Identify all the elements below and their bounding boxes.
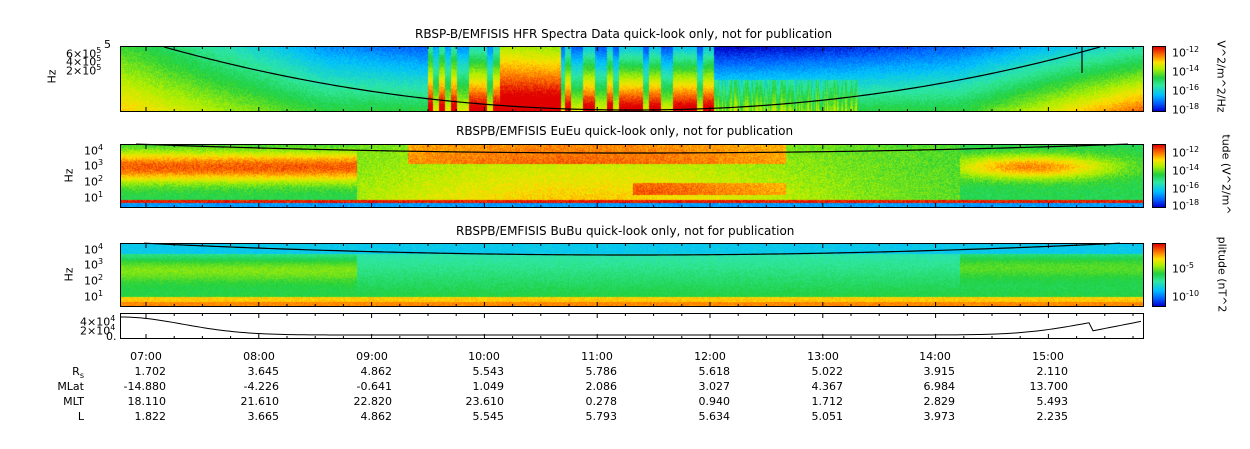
time-tick-label: 09:00	[356, 350, 388, 363]
hfr-cb-tick-1: 10-14	[1172, 64, 1200, 79]
hfr-cb-tick-3: 10-18	[1172, 102, 1200, 117]
bubu-y-tick-1e4: 104	[84, 242, 104, 257]
ephemeris-row-label: MLat	[57, 380, 84, 393]
ephemeris-value: 18.110	[127, 395, 167, 408]
eueu-y-tick-1e2: 102	[84, 174, 104, 189]
time-tick-label: 14:00	[919, 350, 951, 363]
ephemeris-value: 13.700	[1029, 380, 1069, 393]
eueu-y-tick-1e3: 103	[84, 158, 104, 173]
ephemeris-value: 0.278	[585, 395, 618, 408]
eueu-colorbar-label: tude (V^2/m^	[1219, 134, 1233, 215]
ephemeris-row-label: Rs	[72, 365, 84, 381]
eueu-y-tick-1e1: 101	[84, 190, 104, 205]
ephemeris-value: 1.049	[472, 380, 505, 393]
ephemeris-value: 1.702	[134, 365, 167, 378]
eueu-spectrogram-canvas	[121, 145, 1143, 207]
ephemeris-value: -4.226	[243, 380, 279, 393]
time-tick-label: 15:00	[1032, 350, 1064, 363]
line-y-tick-4e4: 4×104	[80, 314, 116, 329]
eueu-y-axis-label: Hz	[62, 168, 76, 183]
ephemeris-value: 5.493	[1036, 395, 1069, 408]
ephemeris-value: 3.645	[247, 365, 280, 378]
ephemeris-value: 3.973	[923, 410, 956, 423]
ephemeris-value: 5.786	[585, 365, 618, 378]
time-tick-label: 07:00	[130, 350, 162, 363]
ephemeris-value: 2.110	[1036, 365, 1069, 378]
eueu-cb-tick-2: 10-16	[1172, 181, 1200, 196]
ephemeris-value: 0.940	[698, 395, 731, 408]
ephemeris-value: 4.367	[811, 380, 844, 393]
ephemeris-value: 5.051	[811, 410, 844, 423]
ephemeris-value: 5.543	[472, 365, 505, 378]
ephemeris-value: 1.712	[811, 395, 844, 408]
ephemeris-value: 5.022	[811, 365, 844, 378]
bubu-cb-tick-1: 10-10	[1172, 289, 1200, 304]
bubu-y-tick-1e2: 102	[84, 273, 104, 288]
bubu-spectrogram-canvas	[121, 244, 1143, 306]
ephemeris-value: 4.862	[360, 410, 393, 423]
ephemeris-value: 5.618	[698, 365, 731, 378]
time-tick-label: 11:00	[581, 350, 613, 363]
ephemeris-value: 1.822	[134, 410, 167, 423]
eueu-colorbar	[1152, 144, 1166, 208]
ephemeris-value: 4.862	[360, 365, 393, 378]
bubu-y-axis-label: Hz	[62, 267, 76, 282]
eueu-cb-tick-0: 10-12	[1172, 145, 1200, 160]
ephemeris-value: 3.665	[247, 410, 280, 423]
eueu-cb-tick-1: 10-14	[1172, 163, 1200, 178]
hfr-y-tick-6e5: 6×105	[66, 46, 102, 61]
bubu-colorbar-label: plitude (nT^2	[1215, 236, 1229, 313]
eueu-spectrogram	[120, 144, 1144, 208]
ephemeris-value: 5.793	[585, 410, 618, 423]
time-tick-label: 10:00	[468, 350, 500, 363]
hfr-spectrogram	[120, 46, 1144, 112]
eueu-y-tick-1e4: 104	[84, 143, 104, 158]
bubu-colorbar	[1152, 243, 1166, 307]
ephemeris-value: -0.641	[356, 380, 392, 393]
bubu-y-tick-1e1: 101	[84, 289, 104, 304]
hfr-colorbar-label: V^2/m^2/Hz	[1214, 40, 1228, 113]
hfr-colorbar	[1152, 46, 1166, 112]
hfr-y-tick-2e5: 2×105	[66, 63, 102, 78]
ephemeris-value: 22.820	[353, 395, 393, 408]
eueu-panel-title: RBSPB/EMFISIS EuEu quick-look only, not …	[456, 124, 794, 138]
time-tick-label: 12:00	[694, 350, 726, 363]
hfr-spectrogram-canvas	[121, 47, 1143, 111]
ephemeris-value: 6.984	[923, 380, 956, 393]
ephemeris-value: 21.610	[240, 395, 280, 408]
ephemeris-value: 5.545	[472, 410, 505, 423]
line-y-tick-2e4: 2×104	[80, 323, 116, 338]
ephemeris-row-label: L	[77, 410, 84, 423]
bubu-y-tick-1e3: 103	[84, 257, 104, 272]
line-y-tick-0: 0.	[106, 330, 117, 343]
bubu-spectrogram	[120, 243, 1144, 307]
hfr-panel-title: RBSP-B/EMFISIS HFR Spectra Data quick-lo…	[415, 27, 833, 41]
hfr-y-axis-label: Hz	[45, 69, 59, 84]
ephemeris-value: 2.086	[585, 380, 618, 393]
ephemeris-value: 2.235	[1036, 410, 1069, 423]
ephemeris-row-label: MLT	[63, 395, 84, 408]
ephemeris-value: 23.610	[465, 395, 505, 408]
time-tick-label: 08:00	[243, 350, 275, 363]
eueu-cb-tick-3: 10-18	[1172, 198, 1200, 213]
line-panel	[120, 313, 1144, 339]
ephemeris-value: 5.634	[698, 410, 731, 423]
hfr-cb-tick-0: 10-12	[1172, 45, 1200, 60]
ephemeris-value: 2.829	[923, 395, 956, 408]
bubu-cb-tick-0: 10-5	[1172, 261, 1194, 276]
ephemeris-value: 3.915	[923, 365, 956, 378]
ephemeris-value: -14.880	[123, 380, 166, 393]
hfr-cb-tick-2: 10-16	[1172, 83, 1200, 98]
hfr-top-tick: 5	[104, 38, 111, 51]
line-panel-curve	[121, 316, 1142, 336]
bubu-panel-title: RBSPB/EMFISIS BuBu quick-look only, not …	[456, 224, 795, 238]
time-tick-label: 13:00	[807, 350, 839, 363]
hfr-y-tick-4e5: 4×105	[66, 54, 102, 69]
line-panel-plot	[121, 316, 1142, 336]
ephemeris-value: 3.027	[698, 380, 731, 393]
